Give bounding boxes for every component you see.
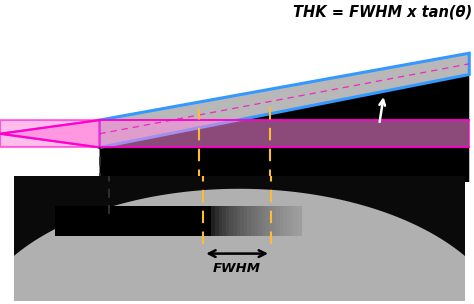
Bar [211, 206, 216, 236]
Bar [283, 206, 288, 236]
Bar [229, 206, 234, 236]
Polygon shape [100, 74, 469, 182]
Bar [208, 206, 212, 236]
Bar [276, 206, 280, 236]
Bar [255, 206, 259, 236]
Bar [273, 206, 277, 236]
Text: θ: θ [398, 95, 410, 113]
Bar [247, 206, 252, 236]
Bar [287, 206, 291, 236]
Bar [258, 206, 262, 236]
Text: THK = FWHM x tan(θ): THK = FWHM x tan(θ) [292, 5, 472, 19]
Bar [0, 120, 469, 147]
Bar [269, 206, 273, 236]
Bar [262, 206, 266, 236]
Bar [233, 206, 237, 236]
Bar [280, 206, 284, 236]
Bar [219, 206, 223, 236]
Bar [291, 206, 295, 236]
Polygon shape [0, 189, 474, 304]
Bar [294, 206, 298, 236]
Bar [226, 206, 230, 236]
Polygon shape [0, 120, 100, 147]
Bar [240, 206, 244, 236]
Bar [251, 206, 255, 236]
Bar [222, 206, 226, 236]
Bar [55, 206, 208, 236]
Bar [265, 206, 270, 236]
Text: FWHM: FWHM [213, 262, 261, 275]
Bar [244, 206, 248, 236]
Bar [215, 206, 219, 236]
Polygon shape [100, 53, 469, 147]
Bar [298, 206, 302, 236]
Bar [237, 206, 241, 236]
